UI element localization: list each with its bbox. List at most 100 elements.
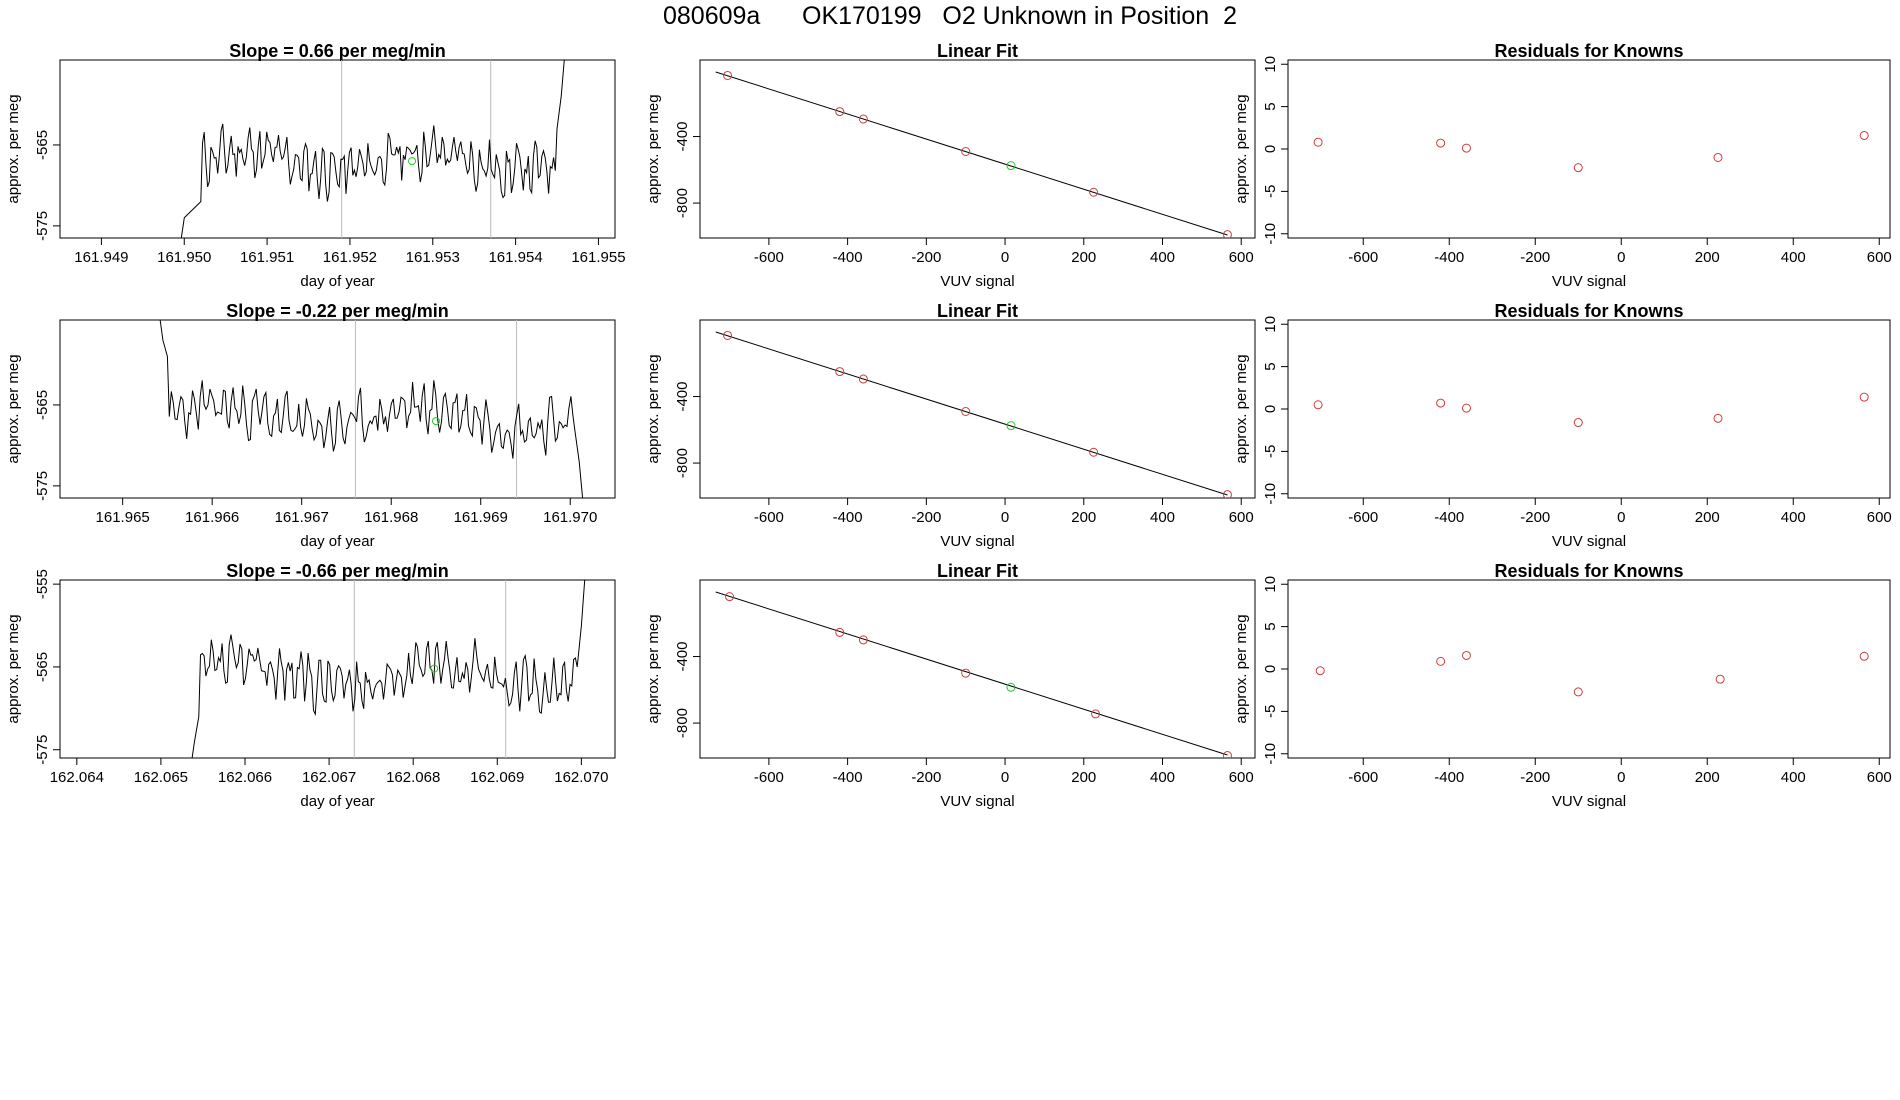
figure-title: 080609a OK170199 O2 Unknown in Position … [663, 2, 1237, 30]
x-tick-label: 161.950 [157, 249, 211, 266]
x-tick-label: 200 [1695, 769, 1720, 786]
known-point [1461, 143, 1471, 153]
known-point [1313, 400, 1323, 410]
y-tick-label: 10 [1262, 56, 1279, 73]
y-tick-label: -400 [674, 382, 691, 412]
x-axis-label: VUV signal [940, 793, 1014, 810]
y-axis-label: approx. per meg [5, 614, 22, 723]
x-tick-label: 161.970 [543, 509, 597, 526]
x-tick-label: 162.064 [50, 769, 104, 786]
plot-area [715, 591, 1232, 758]
y-tick-label: 5 [1262, 102, 1279, 110]
x-axis-label: VUV signal [1552, 793, 1626, 810]
y-axis-label: approx. per meg [645, 614, 662, 723]
known-point [1315, 666, 1325, 676]
known-point [1713, 152, 1723, 162]
time-series-line [180, 60, 565, 238]
known-point [1461, 650, 1471, 660]
y-tick-label: -5 [1262, 185, 1279, 198]
x-tick-label: -400 [833, 769, 863, 786]
known-point [858, 374, 868, 384]
x-tick-label: -600 [754, 509, 784, 526]
known-point [1089, 447, 1099, 457]
x-tick-label: 161.955 [571, 249, 625, 266]
known-point [961, 668, 971, 678]
y-tick-label: 5 [1262, 362, 1279, 370]
fit-line [715, 331, 1228, 496]
time-series-line [159, 320, 584, 498]
x-tick-label: 400 [1781, 249, 1806, 266]
x-tick-label: 162.067 [302, 769, 356, 786]
plot-frame [1287, 579, 1891, 759]
plot-area [1315, 650, 1869, 697]
plot-title: Slope = -0.66 per meg/min [226, 561, 449, 581]
x-tick-label: 161.951 [240, 249, 294, 266]
y-tick-label: 0 [1262, 145, 1279, 153]
known-point [835, 627, 845, 637]
x-tick-label: -600 [1348, 769, 1378, 786]
x-tick-label: -200 [1520, 509, 1550, 526]
x-tick-label: -400 [1434, 249, 1464, 266]
known-point [1222, 490, 1232, 498]
plot-frame [699, 319, 1256, 499]
plot-area [159, 320, 584, 498]
plot-title: Residuals for Knowns [1494, 41, 1683, 61]
x-tick-label: 162.070 [554, 769, 608, 786]
x-tick-label: 200 [1695, 509, 1720, 526]
y-tick-label: -575 [34, 471, 51, 501]
x-tick-label: -200 [911, 249, 941, 266]
y-tick-label: -555 [34, 569, 51, 599]
plot-frame [59, 319, 616, 499]
known-point [1436, 138, 1446, 148]
plot-title: Linear Fit [937, 561, 1018, 581]
x-tick-label: -200 [1520, 769, 1550, 786]
y-tick-label: 0 [1262, 405, 1279, 413]
y-tick-label: -5 [1262, 705, 1279, 718]
known-point [723, 70, 733, 80]
plot-frame [1287, 319, 1891, 499]
y-tick-label: -800 [674, 448, 691, 478]
known-point [1713, 413, 1723, 423]
y-tick-label: 10 [1262, 316, 1279, 333]
plot-frame [1287, 59, 1891, 239]
known-point [1859, 651, 1869, 661]
y-tick-label: -800 [674, 708, 691, 738]
x-tick-label: 162.066 [218, 769, 272, 786]
x-tick-label: 200 [1071, 769, 1096, 786]
x-tick-label: 161.965 [96, 509, 150, 526]
x-tick-label: 600 [1229, 249, 1254, 266]
x-tick-label: 400 [1150, 769, 1175, 786]
x-tick-label: -400 [833, 509, 863, 526]
y-axis-label: approx. per meg [1233, 94, 1250, 203]
plot-title: Residuals for Knowns [1494, 301, 1683, 321]
x-axis-label: VUV signal [940, 533, 1014, 550]
x-tick-label: 162.068 [386, 769, 440, 786]
y-tick-label: -10 [1262, 223, 1279, 245]
plot-frame [699, 579, 1256, 759]
unknown-point [1006, 421, 1016, 431]
x-tick-label: 0 [1617, 509, 1625, 526]
unknown-point [431, 417, 440, 426]
plot-title: Slope = -0.22 per meg/min [226, 301, 449, 321]
known-point [1313, 137, 1323, 147]
x-tick-label: 0 [1617, 249, 1625, 266]
x-tick-label: -600 [1348, 509, 1378, 526]
unknown-point [430, 664, 439, 673]
unknown-point [408, 157, 417, 166]
x-tick-label: 0 [1001, 249, 1009, 266]
fit-line [715, 591, 1228, 756]
plot-area [715, 70, 1232, 238]
known-point [1715, 674, 1725, 684]
y-axis-label: approx. per meg [645, 354, 662, 463]
x-tick-label: 162.069 [470, 769, 524, 786]
x-axis-label: VUV signal [1552, 273, 1626, 290]
known-point [1436, 398, 1446, 408]
x-tick-label: 200 [1071, 509, 1096, 526]
x-tick-label: -400 [833, 249, 863, 266]
plot-frame [59, 579, 616, 759]
x-tick-label: -600 [1348, 249, 1378, 266]
y-tick-label: -5 [1262, 445, 1279, 458]
x-tick-label: -200 [1520, 249, 1550, 266]
y-tick-label: -400 [674, 642, 691, 672]
x-tick-label: 600 [1867, 509, 1892, 526]
